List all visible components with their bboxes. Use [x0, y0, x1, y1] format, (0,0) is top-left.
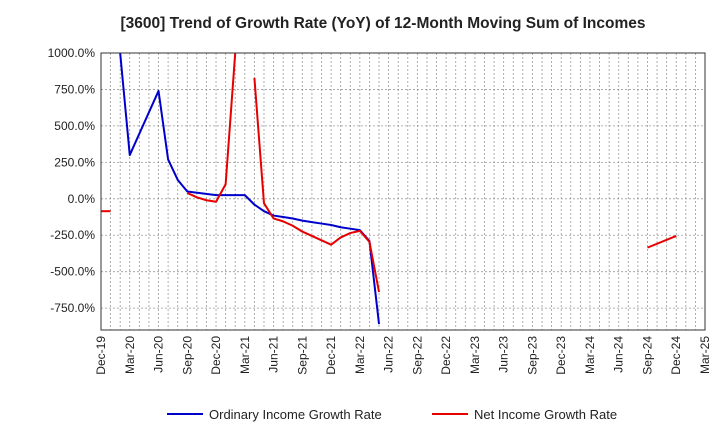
legend: Ordinary Income Growth Rate Net Income Gr… — [167, 407, 617, 422]
x-tick-label: Mar-24 — [583, 336, 597, 374]
x-tick-label: Sep-24 — [640, 336, 654, 375]
net-income-line-segment — [186, 53, 237, 203]
y-axis: 1000.0% 750.0% 500.0% 250.0% 0.0% -250.0% -500… — [48, 46, 96, 315]
x-tick-label: Dec-22 — [439, 336, 453, 375]
y-tick-label: 500.0% — [54, 119, 95, 133]
x-tick-label: Sep-22 — [410, 336, 424, 375]
y-tick-label: -750.0% — [50, 301, 95, 315]
legend-label: Ordinary Income Growth Rate — [209, 407, 382, 422]
x-tick-label: Jun-23 — [497, 336, 511, 373]
legend-item-net-income: Net Income Growth Rate — [432, 407, 617, 422]
y-tick-label: 1000.0% — [48, 46, 96, 60]
x-tick-label: Mar-20 — [123, 336, 137, 374]
x-tick-label: Jun-22 — [382, 336, 396, 373]
y-tick-label: 750.0% — [54, 82, 95, 96]
net-income-line-segment — [647, 235, 677, 249]
x-tick-label: Dec-21 — [324, 336, 338, 375]
x-tick-label: Dec-19 — [94, 336, 108, 375]
series-lines — [101, 53, 677, 325]
y-tick-label: -500.0% — [50, 265, 95, 279]
x-axis: Dec-19 Mar-20 Jun-20 Sep-20 Dec-20 Mar-21 Jun-… — [94, 336, 712, 375]
plot-area-frame — [100, 52, 706, 331]
legend-item-ordinary-income: Ordinary Income Growth Rate — [167, 407, 382, 422]
x-tick-label: Jun-20 — [152, 336, 166, 373]
x-tick-label: Sep-23 — [525, 336, 539, 375]
x-tick-label: Mar-22 — [353, 336, 367, 374]
x-tick-label: Mar-25 — [698, 336, 712, 374]
grid-lines — [101, 52, 705, 330]
legend-label: Net Income Growth Rate — [474, 407, 617, 422]
x-tick-label: Jun-24 — [612, 336, 626, 373]
net-income-line-segment — [253, 77, 381, 293]
x-tick-label: Dec-23 — [554, 336, 568, 375]
y-tick-label: 250.0% — [54, 155, 95, 169]
x-tick-label: Sep-20 — [180, 336, 194, 375]
x-tick-label: Dec-20 — [209, 336, 223, 375]
y-tick-label: -250.0% — [50, 228, 95, 242]
x-tick-label: Mar-21 — [238, 336, 252, 374]
chart-title: [3600] Trend of Growth Rate (YoY) of 12-… — [120, 15, 645, 32]
y-tick-label: 0.0% — [68, 192, 96, 206]
ordinary-income-line-segment — [119, 53, 381, 325]
x-tick-label: Jun-21 — [267, 336, 281, 373]
x-tick-label: Mar-23 — [468, 336, 482, 374]
x-tick-label: Dec-24 — [669, 336, 683, 375]
x-tick-label: Sep-21 — [295, 336, 309, 375]
